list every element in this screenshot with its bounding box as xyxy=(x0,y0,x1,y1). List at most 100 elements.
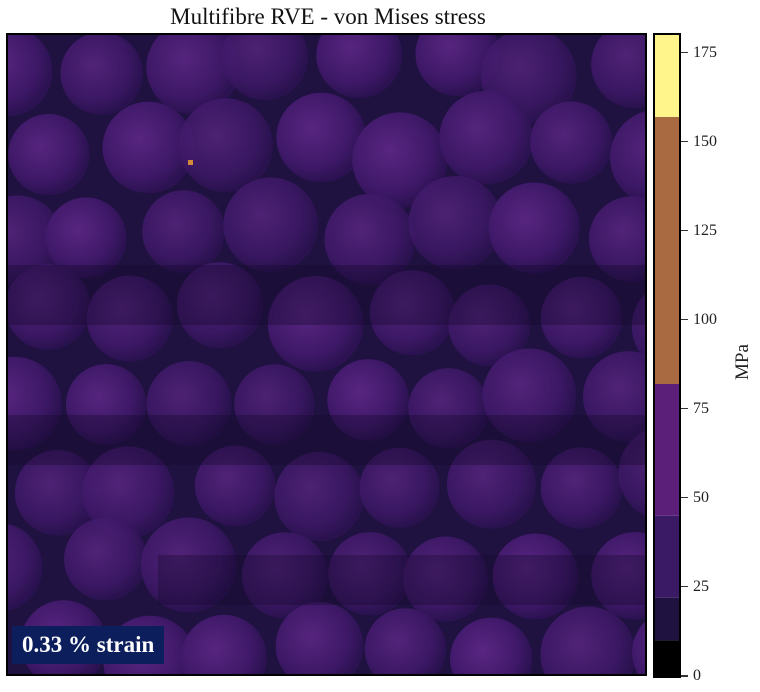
colorbar-tick-mark xyxy=(681,318,688,321)
fibre-cross-section xyxy=(582,351,645,442)
fibre-cross-section xyxy=(352,112,448,208)
fibre-cross-section xyxy=(530,101,613,184)
fibre-cross-section xyxy=(8,113,90,196)
colorbar-tick: 100 xyxy=(681,311,741,329)
colorbar-tick-label: 150 xyxy=(693,132,717,150)
fibre-cross-section xyxy=(482,348,577,443)
fibre-cross-section xyxy=(102,101,195,194)
fibre-cross-section xyxy=(8,35,53,117)
fibre-cross-section xyxy=(146,361,232,447)
colorbar-gradient xyxy=(655,35,679,676)
colorbar-unit-text: MPa xyxy=(732,344,753,380)
fibre-cross-section xyxy=(241,532,329,619)
colorbar-tick: 150 xyxy=(681,133,741,151)
fibre-cross-section xyxy=(408,175,503,270)
fibre-cross-section xyxy=(631,293,645,360)
colorbar-tick: 75 xyxy=(681,400,741,418)
colorbar-band-4 xyxy=(655,116,679,384)
fibre-cross-section xyxy=(408,368,489,449)
colorbar-band-1 xyxy=(655,597,679,641)
colorbar-tick: 25 xyxy=(681,578,741,596)
fibre-cross-section xyxy=(610,111,645,204)
colorbar-band-3 xyxy=(655,383,679,516)
colorbar-tick-label: 100 xyxy=(693,310,717,328)
fibre-cross-section xyxy=(328,532,412,616)
fibre-cross-section xyxy=(618,430,645,516)
fibre-cross-section xyxy=(8,523,43,611)
colorbar-tick-label: 25 xyxy=(693,577,709,595)
fibre-cross-section xyxy=(146,35,240,115)
fibre-cross-section xyxy=(275,601,364,674)
fibre-cross-section xyxy=(540,606,636,674)
colorbar-tick-label: 175 xyxy=(693,43,717,61)
fibre-cross-section xyxy=(492,533,579,620)
stress-hotspot xyxy=(188,160,193,165)
fibre-cross-section xyxy=(488,182,580,274)
fibre-cross-section xyxy=(223,177,319,273)
fibre-cross-section xyxy=(8,356,62,451)
fibre-cross-section xyxy=(540,447,623,529)
fibre-cross-section xyxy=(234,364,315,445)
fibre-cross-section xyxy=(359,447,440,528)
colorbar-tick: 125 xyxy=(681,222,741,240)
fibre-cross-section xyxy=(591,532,645,620)
fibre-cross-section xyxy=(221,35,309,101)
colorbar-tick-mark xyxy=(681,229,688,232)
fibre-cross-section xyxy=(446,439,537,529)
colorbar-ticks: 0 25 50 75 100 125 150 175 xyxy=(681,0,741,692)
fibre-cross-section xyxy=(142,190,226,274)
fibre-cross-section xyxy=(369,270,455,356)
fibre-cross-section xyxy=(65,364,147,445)
fibre-cross-section xyxy=(439,90,534,185)
fibre-cross-section xyxy=(591,35,645,109)
fibre-cross-section xyxy=(540,276,623,359)
colorbar-tick-label: 0 xyxy=(693,667,701,684)
fibre-cross-section xyxy=(194,445,276,527)
fibre-cross-section xyxy=(632,621,645,674)
fibre-cross-section xyxy=(324,193,416,285)
fibre-cross-section xyxy=(274,451,364,542)
fibre-cross-section xyxy=(588,196,645,282)
low-stress-band xyxy=(8,265,645,325)
colorbar-unit-label: MPa xyxy=(722,340,760,380)
colorbar-tick-mark xyxy=(681,140,688,143)
colorbar xyxy=(653,33,681,678)
colorbar-tick-mark xyxy=(681,407,688,410)
stress-field-map xyxy=(6,33,647,676)
fibre-cross-section xyxy=(86,275,173,362)
colorbar-tick-label: 75 xyxy=(693,399,709,417)
colorbar-tick-label: 125 xyxy=(693,221,717,239)
fibre-cross-section xyxy=(364,608,446,674)
fibre-cross-section xyxy=(450,617,533,674)
colorbar-tick-mark xyxy=(681,585,688,588)
fibre-cross-section xyxy=(45,197,127,279)
fibre-cross-section xyxy=(176,262,263,349)
fibre-cross-section xyxy=(403,536,489,622)
low-stress-band xyxy=(158,555,645,605)
fibre-cross-section xyxy=(267,275,364,372)
fibre-cross-section xyxy=(60,35,143,115)
fibre-cross-section xyxy=(415,35,500,97)
fibre-cross-section xyxy=(181,614,267,674)
colorbar-tick-mark xyxy=(681,496,688,499)
fibre-cross-section xyxy=(64,517,148,601)
fibre-cross-section xyxy=(448,284,531,367)
fibre-cross-section xyxy=(316,35,403,99)
fibre-cross-section xyxy=(276,92,366,183)
colorbar-tick: 50 xyxy=(681,489,741,507)
colorbar-tick-label: 50 xyxy=(693,488,709,506)
strain-label: 0.33 % strain xyxy=(12,626,165,664)
stress-field-image xyxy=(8,35,645,674)
colorbar-band-2 xyxy=(655,515,679,598)
fibre-cross-section xyxy=(327,359,410,441)
fibre-cross-section xyxy=(140,517,237,613)
colorbar-band-5 xyxy=(655,35,679,117)
figure-title: Multifibre RVE - von Mises stress xyxy=(170,4,486,29)
colorbar-tick-mark xyxy=(681,51,688,54)
colorbar-band-0 xyxy=(655,640,679,676)
colorbar-tick: 175 xyxy=(681,44,741,62)
colorbar-tick-mark xyxy=(681,675,688,677)
fibre-cross-section xyxy=(8,264,91,350)
low-stress-band xyxy=(8,415,645,465)
fibre-cross-section xyxy=(82,446,175,539)
